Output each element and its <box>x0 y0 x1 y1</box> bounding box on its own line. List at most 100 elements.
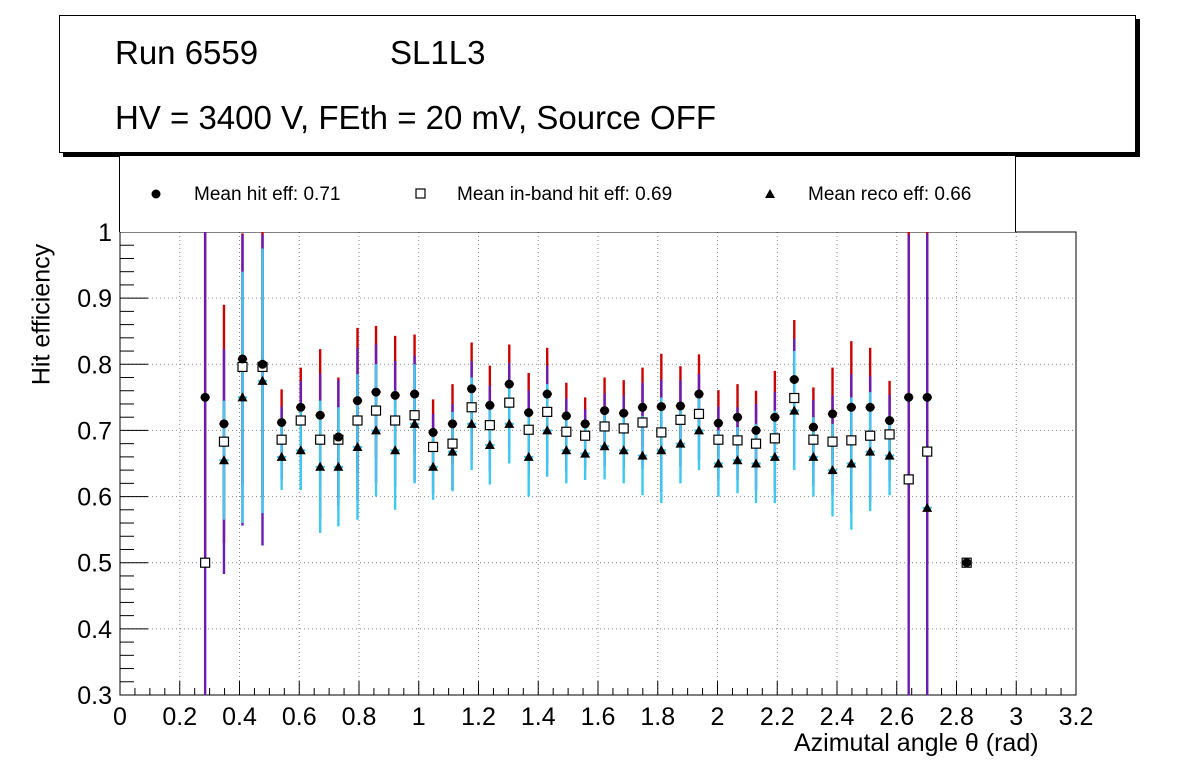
data-markers <box>200 354 972 568</box>
y-tick-label: 0.4 <box>77 616 112 644</box>
inband-eff-point <box>618 423 629 434</box>
inband-eff-point <box>884 429 895 440</box>
run-label: Run 6559 <box>115 34 259 71</box>
hit-eff-point <box>694 389 704 399</box>
reco-eff-point <box>390 445 401 455</box>
inband-eff-point <box>750 438 762 449</box>
reco-eff-point <box>713 458 724 468</box>
hit-eff-point <box>333 432 343 442</box>
reco-eff-point <box>333 461 344 471</box>
hit-eff-point <box>733 412 743 422</box>
inband-eff-point <box>352 415 363 426</box>
inband-eff-point <box>769 433 780 444</box>
reco-eff-point <box>789 405 800 415</box>
reco-eff-point <box>656 445 667 455</box>
reco-eff-point <box>428 461 439 471</box>
hit-eff-point <box>200 392 210 402</box>
hit-eff-point <box>865 402 875 412</box>
hit-eff-point <box>353 396 363 406</box>
legend-inband-label: Mean in-band hit eff: 0.69 <box>457 184 673 205</box>
grid <box>120 232 1076 695</box>
x-axis-label: Azimutal angle θ (rad) <box>794 729 1039 757</box>
hit-eff-point <box>656 402 666 412</box>
hit-eff-point <box>751 425 761 435</box>
x-tick-label: 1.6 <box>581 703 616 731</box>
x-tick-label: 2.4 <box>820 703 855 731</box>
x-tick-label: 0 <box>113 703 127 731</box>
x-tick-label: 1 <box>412 703 426 731</box>
x-tick-label: 1.2 <box>461 703 496 731</box>
reco-eff-point <box>447 446 458 456</box>
hit-eff-point <box>828 409 838 419</box>
inband-eff-point <box>713 434 724 445</box>
hit-eff-point <box>504 379 514 389</box>
reco-eff-point <box>884 450 895 460</box>
hit-eff-point <box>467 384 477 394</box>
x-tick-label: 1.4 <box>521 703 556 731</box>
y-tick-label: 0.9 <box>77 285 112 313</box>
legend-markers <box>151 188 775 199</box>
reco-eff-point <box>808 451 819 461</box>
hit-eff-point <box>713 418 723 428</box>
reco-eff-point <box>237 392 248 402</box>
inband-eff-point <box>504 397 515 408</box>
reco-eff-point <box>276 451 287 461</box>
inband-eff-point <box>580 430 591 441</box>
inband-eff-point <box>732 435 743 446</box>
inband-eff-point <box>295 415 306 426</box>
inband-eff-point <box>846 435 857 446</box>
inband-eff-point <box>656 427 667 438</box>
x-tick-label: 2.8 <box>939 703 974 731</box>
inband-eff-point <box>447 438 458 449</box>
reco-eff-point <box>466 418 477 428</box>
inband-eff-point <box>276 434 287 445</box>
reco-eff-point <box>504 418 515 428</box>
hit-eff-point <box>808 422 818 432</box>
legend-reco-label: Mean reco eff: 0.66 <box>808 184 972 205</box>
reco-eff-point <box>523 451 534 461</box>
reco-eff-point <box>409 418 420 428</box>
inband-eff-point <box>237 361 248 373</box>
reco-eff-point <box>257 375 268 385</box>
inband-eff-point <box>315 434 326 445</box>
inband-eff-point <box>427 441 439 453</box>
reco-eff-point <box>599 441 610 451</box>
hit-eff-point <box>542 389 552 399</box>
y-tick-label: 0.8 <box>77 351 112 379</box>
inband-eff-point <box>789 392 800 404</box>
axis-ticks: 0 0.2 0.4 0.6 0.8 1 1.2 1.4 1.6 1.8 2 2.2 2.4 2.6 2.8 3… <box>77 219 1093 731</box>
legend <box>119 156 1016 232</box>
inband-eff-point <box>200 557 211 568</box>
x-tick-label: 0.2 <box>162 703 197 731</box>
hit-eff-point <box>524 408 534 418</box>
y-tick-label: 0.5 <box>77 550 112 578</box>
reco-eff-point <box>675 438 686 448</box>
hit-eff-point <box>904 392 914 402</box>
reco-eff-point <box>846 458 857 468</box>
x-tick-label: 2.2 <box>760 703 795 731</box>
inband-eff-point <box>922 446 933 457</box>
hit-eff-point <box>561 411 571 421</box>
title-box: Run 6559 SL1L3 HV = 3400 V, FEth = 20 mV… <box>59 15 1136 153</box>
y-tick-label: 0.6 <box>77 484 112 512</box>
conditions-label: HV = 3400 V, FEth = 20 mV, Source OFF <box>115 99 717 136</box>
inband-eff-point <box>865 430 876 441</box>
x-tick-label: 2 <box>711 703 725 731</box>
inband-eff-point <box>637 417 648 428</box>
reco-eff-point <box>352 441 363 451</box>
x-tick-label: 3.2 <box>1059 703 1094 731</box>
reco-eff-point <box>618 445 629 455</box>
inband-eff-point <box>903 474 914 485</box>
inband-eff-point <box>827 436 838 447</box>
legend-reco-marker-icon <box>765 189 775 198</box>
inband-eff-point <box>675 414 686 425</box>
reco-eff-point <box>751 458 762 468</box>
inband-eff-point <box>484 420 495 431</box>
hit-eff-point <box>315 410 325 420</box>
hit-eff-point <box>770 412 780 422</box>
reco-eff-point <box>637 450 648 460</box>
hit-eff-point <box>675 401 685 411</box>
reco-eff-point <box>542 425 553 435</box>
hit-eff-point <box>296 402 306 412</box>
hit-eff-point <box>258 359 268 369</box>
